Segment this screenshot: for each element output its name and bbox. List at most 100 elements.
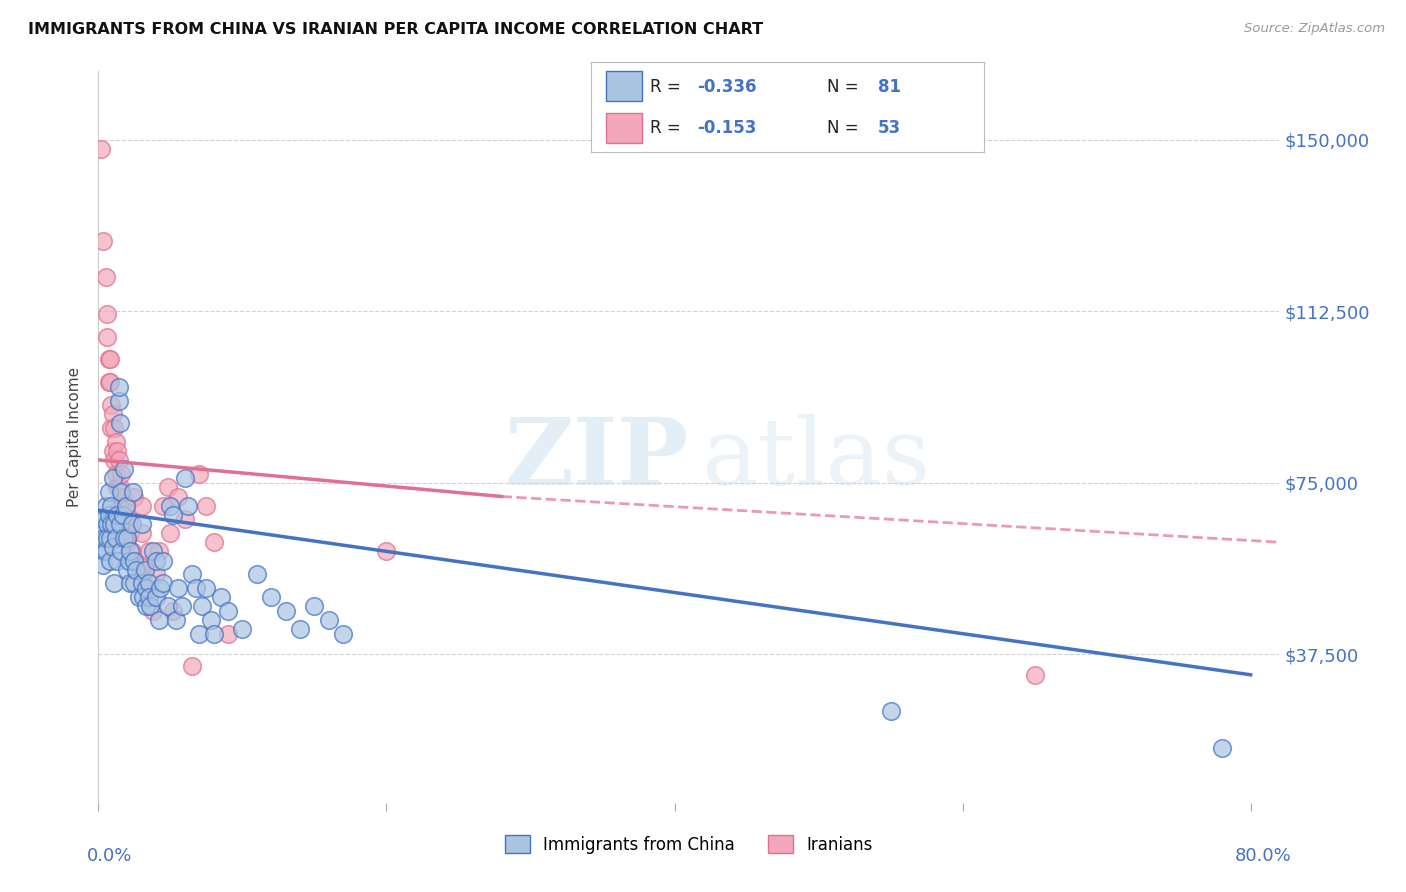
Point — [101, 443, 124, 458]
Point — [110, 544, 132, 558]
Point — [121, 544, 143, 558]
Point — [152, 553, 174, 567]
Text: -0.336: -0.336 — [697, 78, 756, 95]
Text: atlas: atlas — [700, 414, 929, 504]
Point — [98, 531, 121, 545]
Point — [166, 490, 188, 504]
Text: 81: 81 — [877, 78, 901, 95]
Point — [128, 590, 150, 604]
Point — [231, 622, 253, 636]
Point — [188, 467, 211, 481]
Point — [166, 581, 188, 595]
Point — [191, 599, 214, 614]
Point — [97, 508, 120, 522]
Point — [96, 531, 118, 545]
Point — [120, 544, 142, 558]
Point — [128, 558, 150, 573]
Point — [110, 512, 132, 526]
Point — [134, 563, 156, 577]
Point — [108, 499, 131, 513]
Point — [91, 544, 114, 558]
Point — [110, 485, 132, 500]
Point — [145, 567, 167, 582]
Point — [96, 329, 118, 343]
Point — [115, 563, 138, 577]
Text: 80.0%: 80.0% — [1234, 847, 1291, 864]
Point — [120, 576, 142, 591]
Point — [148, 613, 170, 627]
Point — [100, 421, 122, 435]
Point — [108, 516, 131, 531]
Point — [131, 499, 153, 513]
Point — [94, 499, 117, 513]
Point — [181, 567, 204, 582]
Point — [132, 590, 155, 604]
Point — [101, 471, 124, 485]
Text: R =: R = — [650, 119, 681, 136]
Point — [217, 626, 239, 640]
Point — [103, 576, 125, 591]
Point — [111, 508, 134, 522]
Point — [138, 544, 160, 558]
Point — [114, 499, 136, 513]
Point — [118, 512, 141, 526]
Text: R =: R = — [650, 78, 681, 95]
Point — [110, 467, 132, 481]
Point — [104, 467, 127, 481]
Point — [375, 544, 398, 558]
Text: N =: N = — [827, 78, 858, 95]
Text: 0.0%: 0.0% — [87, 847, 132, 864]
Point — [104, 434, 127, 449]
Point — [122, 485, 145, 500]
Point — [195, 499, 218, 513]
Point — [103, 516, 125, 531]
Point — [107, 380, 129, 394]
Point — [139, 599, 162, 614]
Point — [121, 516, 143, 531]
Point — [134, 558, 156, 573]
Point — [120, 526, 142, 541]
Point — [332, 626, 354, 640]
Point — [96, 516, 118, 531]
Point — [142, 604, 165, 618]
Point — [149, 581, 172, 595]
Point — [98, 553, 121, 567]
Point — [91, 558, 114, 573]
Point — [118, 553, 141, 567]
Point — [114, 499, 136, 513]
Text: Source: ZipAtlas.com: Source: ZipAtlas.com — [1244, 22, 1385, 36]
Point — [131, 516, 153, 531]
Point — [115, 535, 138, 549]
Point — [217, 604, 239, 618]
Point — [100, 398, 122, 412]
Point — [103, 453, 125, 467]
Point — [98, 352, 121, 367]
Point — [202, 535, 225, 549]
Text: N =: N = — [827, 119, 858, 136]
Point — [112, 462, 135, 476]
Point — [115, 531, 138, 545]
Point — [156, 599, 179, 614]
Point — [96, 307, 118, 321]
Point — [97, 485, 120, 500]
Point — [145, 553, 167, 567]
Point — [107, 453, 129, 467]
Point — [101, 407, 124, 421]
Text: 53: 53 — [877, 119, 901, 136]
Point — [91, 234, 114, 248]
Point — [165, 613, 187, 627]
Point — [100, 499, 122, 513]
Point — [124, 490, 146, 504]
Point — [97, 352, 120, 367]
Point — [173, 512, 195, 526]
Point — [131, 526, 153, 541]
Point — [188, 626, 211, 640]
Point — [98, 375, 121, 389]
Point — [111, 490, 134, 504]
Text: ZIP: ZIP — [505, 414, 689, 504]
Point — [152, 499, 174, 513]
Point — [274, 604, 297, 618]
Point — [112, 531, 135, 545]
Point — [159, 499, 181, 513]
Point — [131, 576, 153, 591]
